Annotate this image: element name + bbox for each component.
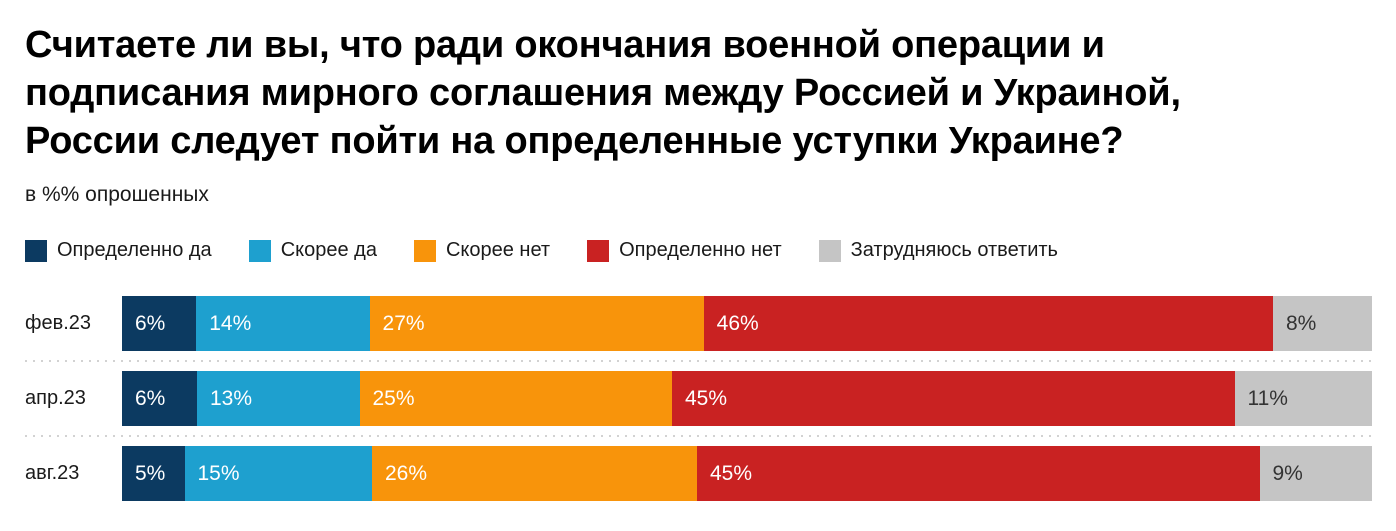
- bar-row: апр.23 6% 13% 25% 45% 11%: [25, 371, 1372, 426]
- bar-segment: 26%: [372, 446, 697, 501]
- stacked-bar-chart: фев.23 6% 14% 27% 46% 8% апр.23 6% 13% 25% 45% 11% а…: [25, 296, 1372, 501]
- segment-value-label: 8%: [1285, 311, 1317, 335]
- bar-segment: 25%: [359, 371, 672, 426]
- bar-segment: 45%: [672, 371, 1235, 426]
- segment-value-label: 9%: [1272, 461, 1303, 485]
- bar-segment: 5%: [122, 446, 185, 501]
- row-label: фев.23: [25, 312, 92, 334]
- bar: 6% 14% 27% 46% 8%: [122, 296, 1372, 351]
- bar-segment: 11%: [1234, 371, 1372, 426]
- legend: Определенно да Скорее да Скорее нет Определ…: [25, 239, 1372, 262]
- legend-label: Определенно нет: [619, 239, 782, 261]
- legend-label: Затрудняюсь ответить: [850, 239, 1058, 261]
- segment-value-label: 45%: [710, 461, 753, 485]
- chart-title-line-3: России следует пойти на определенные уст…: [25, 120, 1124, 162]
- row-divider: [25, 360, 1372, 362]
- bar-segment: 8%: [1272, 296, 1372, 351]
- bar-segment: 6%: [122, 296, 197, 351]
- legend-swatch: [587, 239, 610, 262]
- survey-chart-page: Считаете ли вы, что ради окончания военн…: [0, 21, 1396, 501]
- bar-segment: 27%: [369, 296, 704, 351]
- legend-item: Скорее да: [248, 239, 377, 262]
- legend-item: Скорее нет: [413, 239, 551, 262]
- legend-label: Скорее да: [280, 239, 377, 261]
- chart-title: Считаете ли вы, что ради окончания военн…: [25, 21, 1372, 165]
- legend-swatch: [25, 239, 47, 262]
- bar-row: фев.23 6% 14% 27% 46% 8%: [25, 296, 1372, 351]
- chart-title-line-1: Считаете ли вы, что ради окончания военн…: [25, 24, 1105, 66]
- bar-segment: 6%: [122, 371, 197, 426]
- segment-value-label: 6%: [135, 311, 166, 335]
- segment-value-label: 15%: [197, 461, 240, 485]
- segment-value-label: 6%: [135, 386, 166, 410]
- legend-swatch: [413, 239, 436, 262]
- segment-value-label: 46%: [716, 311, 759, 335]
- segment-value-label: 5%: [135, 461, 166, 485]
- bar-segment: 46%: [703, 296, 1273, 351]
- segment-value-label: 27%: [382, 311, 425, 335]
- legend-item: Определенно нет: [587, 239, 782, 262]
- legend-label: Скорее нет: [445, 239, 551, 261]
- legend-item: Определенно да: [25, 239, 212, 262]
- segment-value-label: 13%: [210, 386, 253, 410]
- segment-value-label: 45%: [685, 386, 728, 410]
- segment-value-label: 14%: [209, 311, 252, 335]
- bar-row: авг.23 5% 15% 26% 45% 9%: [25, 446, 1372, 501]
- bar-segment: 15%: [184, 446, 372, 501]
- legend-swatch: [248, 239, 271, 262]
- legend-label: Определенно да: [57, 239, 212, 261]
- bar-segment: 9%: [1259, 446, 1372, 501]
- segment-value-label: 26%: [385, 461, 428, 485]
- legend-swatch: [818, 239, 841, 262]
- legend-item: Затрудняюсь ответить: [818, 239, 1058, 262]
- row-label: авг.23: [25, 462, 80, 484]
- segment-value-label: 11%: [1247, 386, 1288, 410]
- bar: 5% 15% 26% 45% 9%: [122, 446, 1372, 501]
- chart-subtitle: в %% опрошенных: [25, 183, 209, 206]
- segment-value-label: 25%: [372, 386, 415, 410]
- chart-title-line-2: подписания мирного соглашения между Росс…: [25, 72, 1181, 114]
- row-divider: [25, 435, 1372, 437]
- bar-segment: 14%: [196, 296, 370, 351]
- bar: 6% 13% 25% 45% 11%: [122, 371, 1372, 426]
- bar-segment: 45%: [697, 446, 1260, 501]
- row-label: апр.23: [25, 387, 86, 409]
- bar-segment: 13%: [197, 371, 360, 426]
